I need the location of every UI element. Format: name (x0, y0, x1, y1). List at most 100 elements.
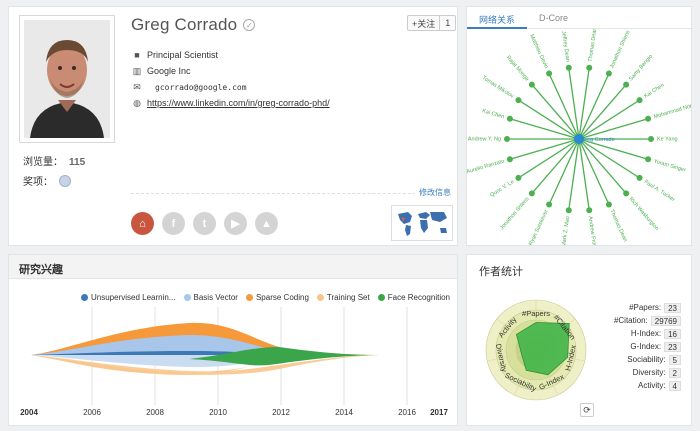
stats-panel: 作者统计 #Papers #Citation H-Index G-Index Socia… (466, 254, 692, 426)
stat-row: #Citation: 29769 (603, 314, 681, 327)
network-node[interactable] (515, 97, 522, 104)
interest-streamgraph[interactable]: 2004 2006 2008 2010 2012 2014 2016 2017 (9, 255, 457, 425)
network-node[interactable] (546, 201, 553, 208)
legend-item[interactable]: Unsupervised Learnin... (81, 293, 176, 302)
network-node[interactable] (565, 207, 572, 214)
radar-value-polygon (515, 322, 570, 376)
follow-button[interactable]: +关注 1 (407, 15, 457, 31)
network-node-label: Tomas Mikolov (481, 75, 515, 100)
network-node-label: Samy Bengio (628, 54, 654, 83)
network-node[interactable] (623, 81, 630, 88)
x-tick-label: 2012 (272, 408, 290, 417)
view-count: 浏览量： 115 (23, 157, 86, 168)
network-edge (578, 67, 590, 140)
network-edge (531, 138, 580, 194)
legend-item[interactable]: Sparse Coding (245, 293, 309, 302)
youtube-icon[interactable]: ▶ (224, 212, 247, 235)
network-node[interactable] (648, 136, 654, 142)
legend-item[interactable]: Training Set (316, 293, 370, 302)
network-node[interactable] (586, 207, 593, 214)
legend-dot (81, 294, 88, 301)
network-edge (578, 138, 627, 194)
stat-label: #Papers: (629, 303, 662, 312)
stream-layer-basis-vector-lower[interactable] (31, 355, 379, 368)
profile-name: Greg Corrado (131, 15, 238, 34)
network-node[interactable] (528, 190, 535, 197)
stat-label: Diversity: (632, 368, 666, 377)
stat-row: #Papers: 23 (603, 301, 681, 314)
organization: Google Inc (147, 66, 191, 76)
network-node-label: Ryan Sutskever (528, 209, 550, 245)
network-node-label: Andrew Y. Ng (468, 136, 501, 142)
network-edge (568, 67, 580, 140)
facebook-icon[interactable]: f (162, 212, 185, 235)
stat-label: Activity: (637, 381, 666, 390)
stat-value: 29769 (650, 315, 681, 326)
homepage-link[interactable]: https://www.linkedin.com/in/greg-corrado… (147, 98, 330, 108)
graduation-cap-icon[interactable]: ▲ (255, 212, 278, 235)
stat-value: 5 (668, 354, 681, 365)
world-map-thumbnail[interactable] (391, 205, 453, 241)
home-icon[interactable]: ⌂ (131, 212, 154, 235)
network-node[interactable] (515, 174, 522, 181)
network-edge (578, 73, 610, 140)
edit-info-link[interactable]: 修改信息 (415, 187, 451, 198)
stat-value: 16 (664, 328, 681, 339)
network-node-label: Jonathon Shlens (499, 196, 531, 231)
tab-network[interactable]: 网络关系 (467, 7, 528, 29)
legend-label: Unsupervised Learnin... (91, 293, 176, 302)
legend-item[interactable]: Face Recognition (377, 293, 450, 302)
network-node[interactable] (586, 64, 593, 71)
network-node-label: Thomas Dean (608, 209, 628, 243)
envelope-icon: ✉ (133, 81, 141, 92)
network-node-label: Jeffrey Dean (560, 31, 570, 63)
legend-dot (316, 294, 324, 301)
legend-dot (377, 294, 385, 301)
radar-axis-label: #Papers (522, 309, 550, 318)
email: gcorrado@google.com (155, 82, 247, 92)
network-node[interactable] (605, 70, 612, 77)
stream-layer-face-recognition[interactable] (189, 347, 379, 366)
stream-layer-training-set-lower[interactable] (31, 355, 379, 375)
divider (131, 193, 451, 194)
awards: 奖项： (23, 173, 71, 188)
network-center-node[interactable] (574, 134, 584, 144)
network-node[interactable] (546, 70, 553, 77)
network-node-label: Rajat Monga (505, 55, 531, 83)
network-edge (531, 84, 580, 140)
network-node[interactable] (636, 174, 643, 181)
stat-value: 4 (668, 380, 681, 391)
interests-legend: Unsupervised Learnin... Basis Vector Spars… (81, 293, 450, 302)
network-node[interactable] (506, 156, 513, 163)
x-tick-label: 2017 (430, 408, 448, 417)
network-panel: 网络关系 D-Core Thomas Dean Jonathon Shlens Sa… (466, 6, 692, 246)
network-node[interactable] (565, 64, 572, 71)
stat-value: 23 (664, 302, 681, 313)
award-medal-icon[interactable] (59, 174, 71, 187)
interests-panel: 2004 2006 2008 2010 2012 2014 2016 2017 研究兴趣 Un… (8, 254, 458, 426)
network-node-label: Kai Chen (643, 82, 665, 99)
network-edge (578, 118, 649, 140)
tab-dcore[interactable]: D-Core (539, 13, 569, 23)
network-node[interactable] (636, 97, 643, 104)
refresh-icon[interactable]: ⟳ (580, 403, 594, 417)
legend-item[interactable]: Basis Vector (183, 293, 238, 302)
network-node[interactable] (605, 201, 612, 208)
network-node[interactable] (528, 81, 535, 88)
position: Principal Scientist (147, 50, 219, 60)
network-node[interactable] (623, 190, 630, 197)
network-node[interactable] (645, 156, 652, 163)
coauthor-network-graph[interactable]: Thomas Dean Jonathon Shlens Samy BengioKai… (467, 29, 691, 245)
social-links: ⌂ f t ▶ ▲ (131, 212, 278, 235)
twitter-icon[interactable]: t (193, 212, 216, 235)
network-node[interactable] (506, 115, 513, 122)
network-edge (578, 99, 640, 140)
avatar (19, 15, 115, 143)
network-node-label: Paul A. Tucker (643, 179, 676, 203)
stream-layer-basis-vector[interactable] (31, 335, 379, 355)
network-node-label: Thomas Dean (588, 29, 599, 62)
legend-label: Face Recognition (387, 293, 450, 302)
network-node[interactable] (645, 115, 652, 122)
follow-count: 1 (439, 16, 455, 30)
network-node[interactable] (504, 136, 510, 142)
